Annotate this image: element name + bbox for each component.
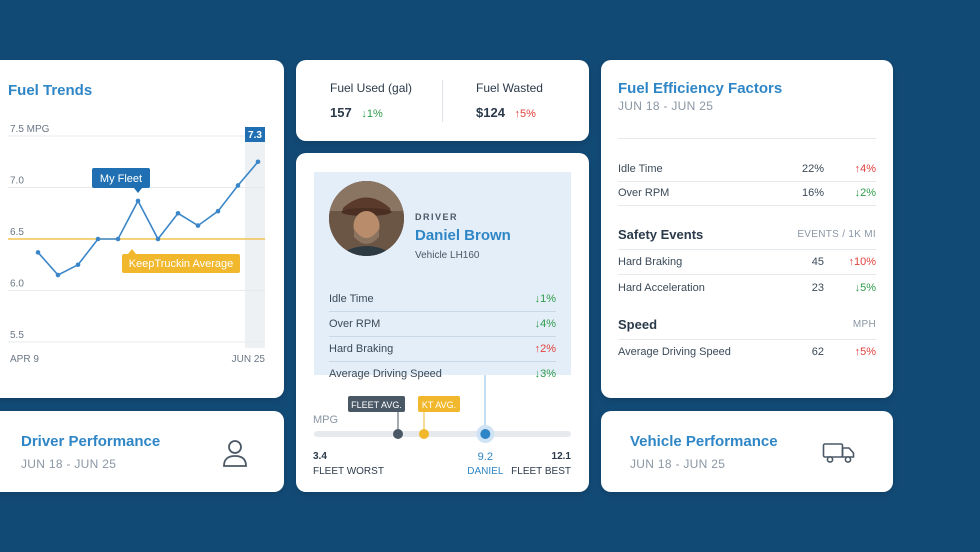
- data-point: [95, 236, 101, 242]
- arrow-up-icon: ↑: [534, 343, 541, 355]
- kt-avg-label: KT AVG.: [422, 400, 456, 410]
- arrow-down-icon: ↓: [854, 187, 861, 199]
- efficiency-row-hard-braking: Hard Braking 45 ↑10%: [618, 250, 876, 275]
- data-point: [55, 272, 61, 278]
- driver-name[interactable]: Daniel Brown: [415, 227, 511, 244]
- divider: [618, 138, 876, 139]
- efficiency-row-idle-time: Idle Time 22% ↑4%: [618, 157, 876, 182]
- mpg-scale: MPG FLEET AVG. KT AVG. 3.4 FLEET WORST 9.2 DAN…: [313, 375, 572, 477]
- mpg-track: [314, 431, 571, 437]
- driver-panel: DRIVER Daniel Brown Vehicle LH160 Idle T…: [314, 172, 571, 380]
- truck-icon[interactable]: [822, 441, 856, 470]
- fleet-avg-dot: [393, 429, 403, 439]
- y-tick-label: 6.5: [10, 227, 24, 238]
- driver-performance-title: Driver Performance: [21, 433, 161, 450]
- speed-heading: Speed MPH: [618, 317, 876, 340]
- data-point: [35, 250, 41, 255]
- efficiency-date-range: JUN 18 - JUN 25: [618, 99, 714, 113]
- arrow-down-icon: ↓: [854, 282, 861, 294]
- driver-performance-card[interactable]: Driver Performance JUN 18 - JUN 25: [0, 411, 284, 492]
- data-point: [215, 208, 221, 214]
- average-tag-pointer: [128, 249, 136, 254]
- arrow-up-icon: ↑: [514, 108, 521, 120]
- data-point: [255, 159, 261, 165]
- fleet-avg-label: FLEET AVG.: [351, 400, 402, 410]
- average-label: KeepTruckin Average: [129, 258, 234, 270]
- efficiency-row-over-rpm: Over RPM 16% ↓2%: [618, 181, 876, 206]
- data-point: [75, 262, 81, 268]
- fuel-used-label: Fuel Used (gal): [330, 81, 413, 95]
- arrow-up-icon: ↑: [854, 163, 861, 175]
- efficiency-row-hard-acceleration: Hard Acceleration 23 ↓5%: [618, 282, 876, 294]
- fuel-used-value: 157: [330, 105, 352, 120]
- driver-role: DRIVER: [415, 212, 459, 222]
- vehicle-performance-date-range: JUN 18 - JUN 25: [630, 457, 726, 471]
- efficiency-card[interactable]: Fuel Efficiency Factors JUN 18 - JUN 25 …: [601, 60, 893, 398]
- data-point: [155, 236, 161, 242]
- driver-performance-date-range: JUN 18 - JUN 25: [21, 457, 117, 471]
- driver-vehicle: Vehicle LH160: [415, 250, 480, 261]
- fuel-trends-card[interactable]: 7.5 MPG 7.0 6.5 6.0 5.5 APR 9 JUN 25 7.3 My Flee…: [0, 60, 284, 398]
- y-tick-label: 5.5: [10, 330, 24, 341]
- y-tick-label: 7.5 MPG: [10, 124, 50, 135]
- fuel-trends-title: Fuel Trends: [8, 82, 93, 99]
- x-end-label: JUN 25: [232, 354, 266, 365]
- mpg-label: MPG: [313, 414, 338, 426]
- fuel-wasted-label: Fuel Wasted: [476, 81, 543, 95]
- speed-unit: MPH: [852, 319, 876, 330]
- data-point: [135, 198, 141, 204]
- efficiency-row-avg-speed: Average Driving Speed 62 ↑5%: [618, 346, 876, 358]
- driver-scale-label: DANIEL: [467, 466, 504, 477]
- safety-events-unit: EVENTS / 1K MI: [797, 229, 876, 240]
- y-tick-label: 7.0: [10, 176, 24, 187]
- stat-divider: [442, 80, 443, 122]
- arrow-down-icon: ↓: [534, 368, 541, 380]
- driver-metric-hard-braking: Hard Braking ↑2%: [329, 337, 556, 362]
- fleet-line: [37, 161, 259, 276]
- fuel-wasted-value: $124: [476, 105, 505, 120]
- driver-metric-over-rpm: Over RPM ↓4%: [329, 312, 556, 337]
- driver-card[interactable]: MPG FLEET AVG. KT AVG. 3.4 FLEET WORST 9.2 DAN…: [296, 153, 589, 492]
- data-point: [175, 210, 181, 216]
- last-value-label: 7.3: [248, 130, 262, 141]
- driver-metric-idle-time: Idle Time ↓1%: [329, 287, 556, 312]
- data-point: [115, 236, 121, 242]
- data-point: [235, 183, 241, 188]
- kt-avg-dot: [419, 429, 429, 439]
- arrow-down-icon: ↓: [534, 293, 541, 305]
- y-tick-label: 6.0: [10, 279, 24, 290]
- arrow-down-icon: ↓: [534, 318, 541, 330]
- fuel-used-stat: Fuel Used (gal) 157 ↓1%: [330, 81, 412, 120]
- driver-dot: [480, 429, 491, 439]
- vehicle-performance-card[interactable]: Vehicle Performance JUN 18 - JUN 25: [601, 411, 893, 492]
- best-label: FLEET BEST: [511, 466, 571, 477]
- efficiency-title: Fuel Efficiency Factors: [618, 80, 783, 97]
- worst-label: FLEET WORST: [313, 466, 384, 477]
- fuel-wasted-change: ↑5%: [514, 108, 536, 120]
- data-point: [195, 223, 201, 228]
- arrow-down-icon: ↓: [361, 108, 367, 120]
- my-fleet-tag-pointer: [134, 188, 142, 193]
- last-value-tag: [245, 127, 265, 142]
- user-icon[interactable]: [222, 439, 248, 472]
- arrow-up-icon: ↑: [848, 256, 854, 268]
- vehicle-performance-title: Vehicle Performance: [630, 433, 778, 450]
- worst-value: 3.4: [313, 451, 327, 462]
- average-tag: [122, 254, 240, 273]
- my-fleet-tag: [92, 168, 150, 188]
- my-fleet-label: My Fleet: [100, 173, 142, 185]
- driver-avatar: [329, 181, 404, 256]
- driver-value: 9.2: [478, 451, 493, 463]
- fleet-avg-tag: [348, 396, 405, 412]
- fuel-used-change: ↓1%: [361, 108, 383, 120]
- fuel-trends-chart: 7.5 MPG 7.0 6.5 6.0 5.5 APR 9 JUN 25 7.3 My Flee…: [8, 124, 266, 365]
- arrow-up-icon: ↑: [854, 346, 861, 358]
- x-start-label: APR 9: [10, 354, 39, 365]
- fuel-stats-card[interactable]: Fuel Used (gal) 157 ↓1% Fuel Wasted $124…: [296, 60, 589, 141]
- kt-avg-tag: [418, 396, 460, 412]
- fuel-wasted-stat: Fuel Wasted $124 ↑5%: [476, 81, 543, 120]
- driver-metric-avg-speed: Average Driving Speed ↓3%: [329, 368, 556, 380]
- safety-events-heading: Safety Events EVENTS / 1K MI: [618, 227, 876, 250]
- best-value: 12.1: [552, 451, 572, 462]
